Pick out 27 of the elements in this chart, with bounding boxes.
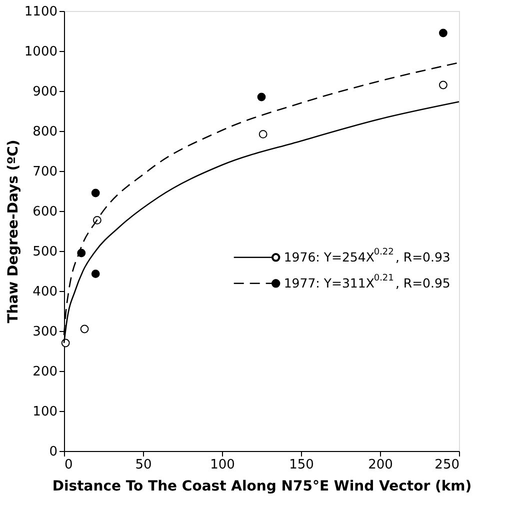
- y-tick-label: 400: [32, 284, 58, 300]
- x-axis-title: Distance To The Coast Along N75°E Wind Vector (km): [52, 478, 472, 494]
- x-tick-label: 100: [210, 458, 235, 472]
- point: [257, 92, 266, 102]
- y-axis-title: Thaw Degree-Days (ºC): [5, 140, 22, 324]
- y-tick-label: 0: [49, 444, 58, 460]
- point: [91, 188, 100, 198]
- x-tick-label: 50: [135, 458, 152, 472]
- x-tick-label: 0: [64, 458, 73, 472]
- y-tick-label: 200: [32, 364, 58, 380]
- y-tick-label: 1000: [24, 44, 58, 60]
- point: [80, 324, 89, 334]
- point: [258, 130, 268, 138]
- y-tick-label: 1100: [24, 4, 58, 20]
- y-tick-label: 500: [32, 244, 58, 260]
- y-tick-label: 900: [32, 84, 58, 100]
- y-tick-label: 700: [32, 164, 58, 180]
- x-tick-label: 200: [368, 458, 393, 472]
- point: [438, 28, 448, 38]
- point: [438, 80, 448, 90]
- x-tick-label: 150: [289, 458, 314, 472]
- y-tick-label: 100: [32, 404, 58, 420]
- y-tick-label: 800: [32, 124, 58, 140]
- x-tick-label: 250: [434, 458, 460, 472]
- point: [91, 270, 100, 278]
- y-tick-label: 300: [32, 324, 58, 340]
- y-tick-label: 600: [32, 204, 58, 220]
